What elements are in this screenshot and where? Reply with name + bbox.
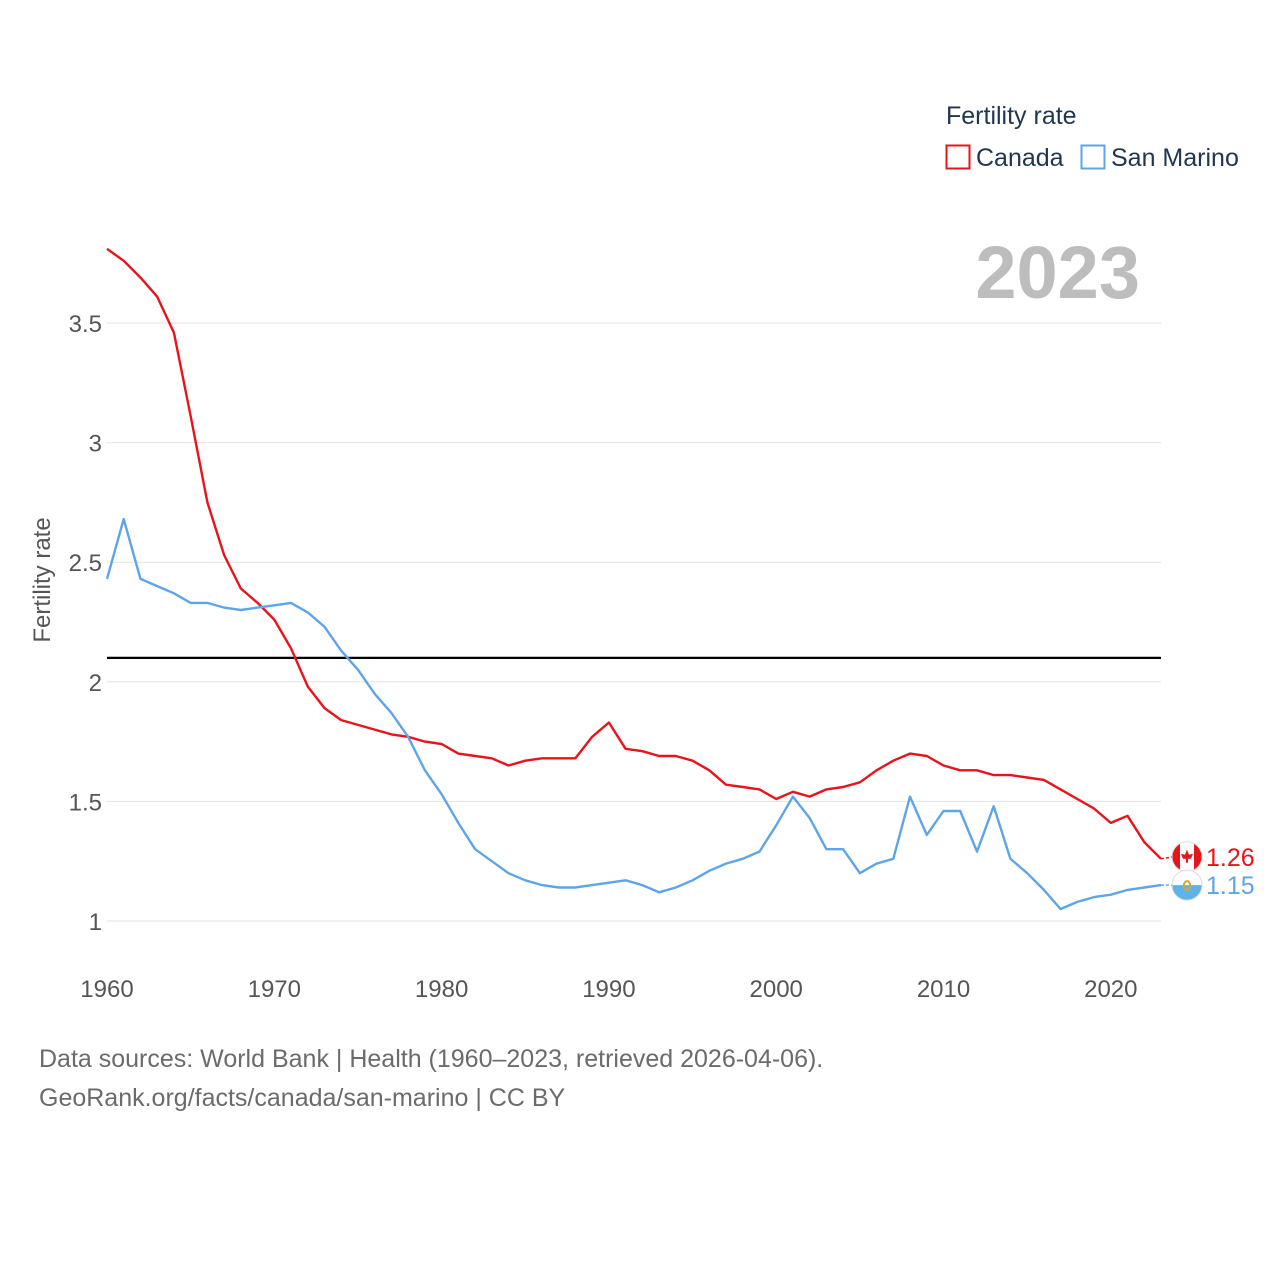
end-value-canada: 1.26 xyxy=(1206,844,1255,872)
series-lines xyxy=(105,247,1162,911)
legend-swatch-san-marino xyxy=(1080,144,1106,170)
legend-label-san-marino: San Marino xyxy=(1111,144,1239,172)
gridlines xyxy=(107,322,1161,922)
x-tick-label: 2010 xyxy=(917,976,970,1003)
x-tick-label: 1960 xyxy=(80,976,133,1003)
x-tick-label: 2020 xyxy=(1084,976,1137,1003)
legend: Fertility rate Canada San Marino xyxy=(945,102,1239,172)
y-axis-label: Fertility rate xyxy=(29,517,56,642)
end-connector-canada xyxy=(1160,856,1174,860)
year-watermark: 2023 xyxy=(975,231,1140,314)
y-tick-label: 3.5 xyxy=(69,311,102,338)
legend-item-san-marino[interactable]: San Marino xyxy=(1080,144,1239,172)
series-line-san-marino xyxy=(105,517,1162,911)
end-value-san-marino: 1.15 xyxy=(1206,872,1255,900)
y-tick-label: 3 xyxy=(89,431,102,458)
legend-title: Fertility rate xyxy=(946,102,1077,130)
y-axis-ticks: 1 1.5 2 2.5 3 3.5 xyxy=(69,311,102,936)
footer-attribution: GeoRank.org/facts/canada/san-marino | CC… xyxy=(39,1084,566,1112)
canada-flag-icon xyxy=(1171,841,1203,873)
footer-sources: Data sources: World Bank | Health (1960–… xyxy=(39,1045,824,1073)
x-tick-label: 1970 xyxy=(248,976,301,1003)
series-line-canada xyxy=(106,247,1162,860)
y-tick-label: 1 xyxy=(89,909,102,936)
x-tick-label: 2000 xyxy=(750,976,803,1003)
x-axis-ticks: 1960 1970 1980 1990 2000 2010 2020 xyxy=(80,976,1137,1003)
x-tick-label: 1980 xyxy=(415,976,468,1003)
x-tick-label: 1990 xyxy=(582,976,635,1003)
end-markers: 1.261.15 xyxy=(1160,841,1255,901)
legend-label-canada: Canada xyxy=(976,144,1064,172)
san-marino-flag-icon xyxy=(1171,869,1203,901)
legend-swatch-canada xyxy=(945,144,971,170)
y-tick-label: 2 xyxy=(89,670,102,697)
y-tick-label: 2.5 xyxy=(69,550,102,577)
y-tick-label: 1.5 xyxy=(69,789,102,816)
legend-item-canada[interactable]: Canada xyxy=(945,144,1064,172)
